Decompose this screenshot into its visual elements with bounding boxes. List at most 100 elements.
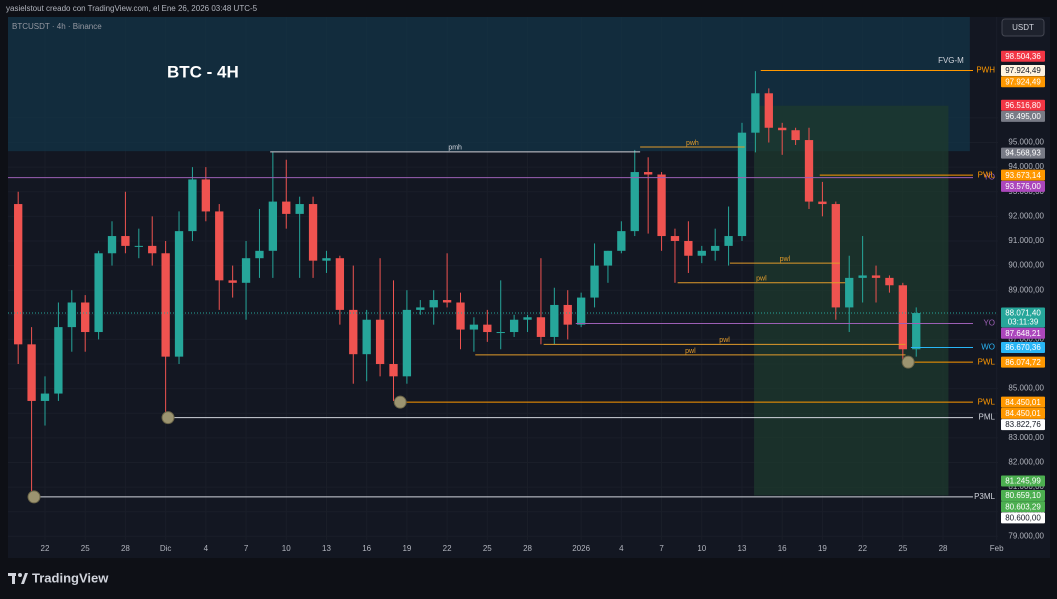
x-tick-label: 19 bbox=[818, 544, 827, 553]
level-label: PWL bbox=[978, 170, 996, 179]
candle-body bbox=[563, 304, 572, 325]
candle-body bbox=[148, 245, 157, 254]
y-tick-label: 94.000,00 bbox=[1008, 162, 1044, 171]
candle-body bbox=[134, 245, 143, 247]
candle-body bbox=[228, 280, 237, 283]
level-label: P3ML bbox=[974, 492, 995, 501]
price-badge bbox=[1001, 489, 1045, 501]
price-badge-label: 94.568,93 bbox=[1005, 149, 1041, 158]
price-badge bbox=[1001, 110, 1045, 122]
price-badge-label: 93.673,14 bbox=[1005, 171, 1041, 180]
candle-body bbox=[81, 302, 90, 333]
candle-body bbox=[201, 179, 210, 212]
header-text: yasielstout creado con TradingView.com, … bbox=[6, 4, 258, 13]
candle-body bbox=[885, 277, 894, 286]
x-tick-label: 10 bbox=[282, 544, 291, 553]
level-label: pmh bbox=[448, 145, 462, 152]
candle-body bbox=[349, 309, 358, 355]
candle-body bbox=[67, 302, 76, 328]
x-tick-label: 2026 bbox=[572, 544, 590, 553]
candle-body bbox=[912, 313, 921, 350]
candle-body bbox=[215, 211, 224, 281]
y-tick-label: 83.000,00 bbox=[1008, 433, 1044, 442]
level-label: YO bbox=[983, 173, 995, 182]
price-badge-label: 97.924,49 bbox=[1005, 77, 1041, 86]
level-label: YO bbox=[983, 319, 995, 328]
level-dot bbox=[901, 355, 915, 369]
candle-body bbox=[40, 393, 50, 401]
candle-body bbox=[94, 253, 103, 333]
level-label: PWL bbox=[978, 397, 996, 406]
brand-name: TradingView bbox=[32, 570, 109, 585]
x-tick-label: 13 bbox=[738, 544, 747, 553]
y-tick-label: 95.000,00 bbox=[1008, 138, 1044, 147]
candle-body bbox=[724, 236, 733, 246]
price-badge bbox=[1001, 475, 1045, 487]
price-badge bbox=[1001, 50, 1045, 62]
price-badge-label: 96.516,80 bbox=[1005, 101, 1041, 110]
candle-body bbox=[483, 324, 492, 333]
x-tick-label: 22 bbox=[443, 544, 452, 553]
candle-body bbox=[550, 304, 559, 337]
x-tick-label: 13 bbox=[322, 544, 331, 553]
currency-button[interactable] bbox=[1001, 18, 1045, 37]
symbol-info: BTCUSDT · 4h · Binance bbox=[12, 22, 102, 31]
x-tick-label: 10 bbox=[697, 544, 706, 553]
price-badge bbox=[1001, 327, 1045, 339]
price-badge-label: 96.495,00 bbox=[1005, 112, 1041, 121]
x-tick-label: Dic bbox=[160, 544, 172, 553]
x-tick-label: 28 bbox=[523, 544, 532, 553]
candle-body bbox=[496, 332, 505, 334]
y-tick-label: 81.000,00 bbox=[1008, 482, 1044, 491]
price-badge bbox=[1001, 407, 1045, 419]
candle-body bbox=[684, 240, 693, 256]
y-tick-label: 87.000,00 bbox=[1008, 335, 1044, 344]
zone-label: FVG-M bbox=[938, 56, 964, 65]
currency-label[interactable]: USDT bbox=[1012, 23, 1034, 32]
candle-body bbox=[161, 253, 170, 357]
candle-body bbox=[711, 245, 720, 251]
candle-body bbox=[831, 204, 840, 308]
price-badge bbox=[1001, 180, 1045, 192]
price-badge bbox=[1001, 307, 1045, 328]
y-tick-label: 79.000,00 bbox=[1008, 531, 1044, 540]
candle-body bbox=[27, 344, 36, 401]
level-label: pwh bbox=[686, 140, 699, 147]
price-badge bbox=[1001, 147, 1045, 159]
level-label: WO bbox=[981, 343, 995, 352]
price-badge bbox=[1001, 512, 1045, 524]
x-tick-label: 28 bbox=[121, 544, 130, 553]
brand-logo bbox=[8, 573, 28, 584]
candle-body bbox=[644, 172, 653, 175]
time-axis bbox=[8, 540, 1050, 558]
price-badge-label: 98.504,36 bbox=[1005, 52, 1041, 61]
chart-title: BTC - 4H bbox=[167, 62, 239, 81]
candle-body bbox=[174, 231, 184, 357]
candle-body bbox=[845, 277, 854, 308]
candle-body bbox=[523, 317, 532, 320]
candle-body bbox=[670, 236, 680, 241]
level-label: pwl bbox=[719, 337, 730, 344]
x-tick-label: Feb bbox=[990, 544, 1004, 553]
x-tick-label: 25 bbox=[898, 544, 907, 553]
level-label: PWL bbox=[978, 357, 996, 366]
y-tick-label: 82.000,00 bbox=[1008, 458, 1044, 467]
x-tick-label: 28 bbox=[939, 544, 948, 553]
x-tick-label: 16 bbox=[362, 544, 371, 553]
candle-body bbox=[697, 250, 706, 256]
candle-body bbox=[751, 93, 760, 133]
candle-body bbox=[603, 250, 613, 266]
candle-body bbox=[121, 236, 130, 246]
price-badge bbox=[1001, 65, 1045, 77]
candle-body bbox=[14, 204, 23, 345]
x-tick-label: 25 bbox=[81, 544, 90, 553]
candle-body bbox=[389, 364, 398, 377]
y-tick-label: 92.000,00 bbox=[1008, 211, 1044, 220]
level-dot bbox=[161, 411, 175, 425]
price-badge-label: 80.659,10 bbox=[1005, 491, 1041, 500]
price-badge-label: 80.600,00 bbox=[1005, 513, 1041, 522]
price-badge-label: 88.071,40 bbox=[1005, 309, 1041, 318]
price-badge bbox=[1001, 169, 1045, 181]
candle-body bbox=[657, 174, 666, 237]
candle-body bbox=[590, 265, 599, 298]
